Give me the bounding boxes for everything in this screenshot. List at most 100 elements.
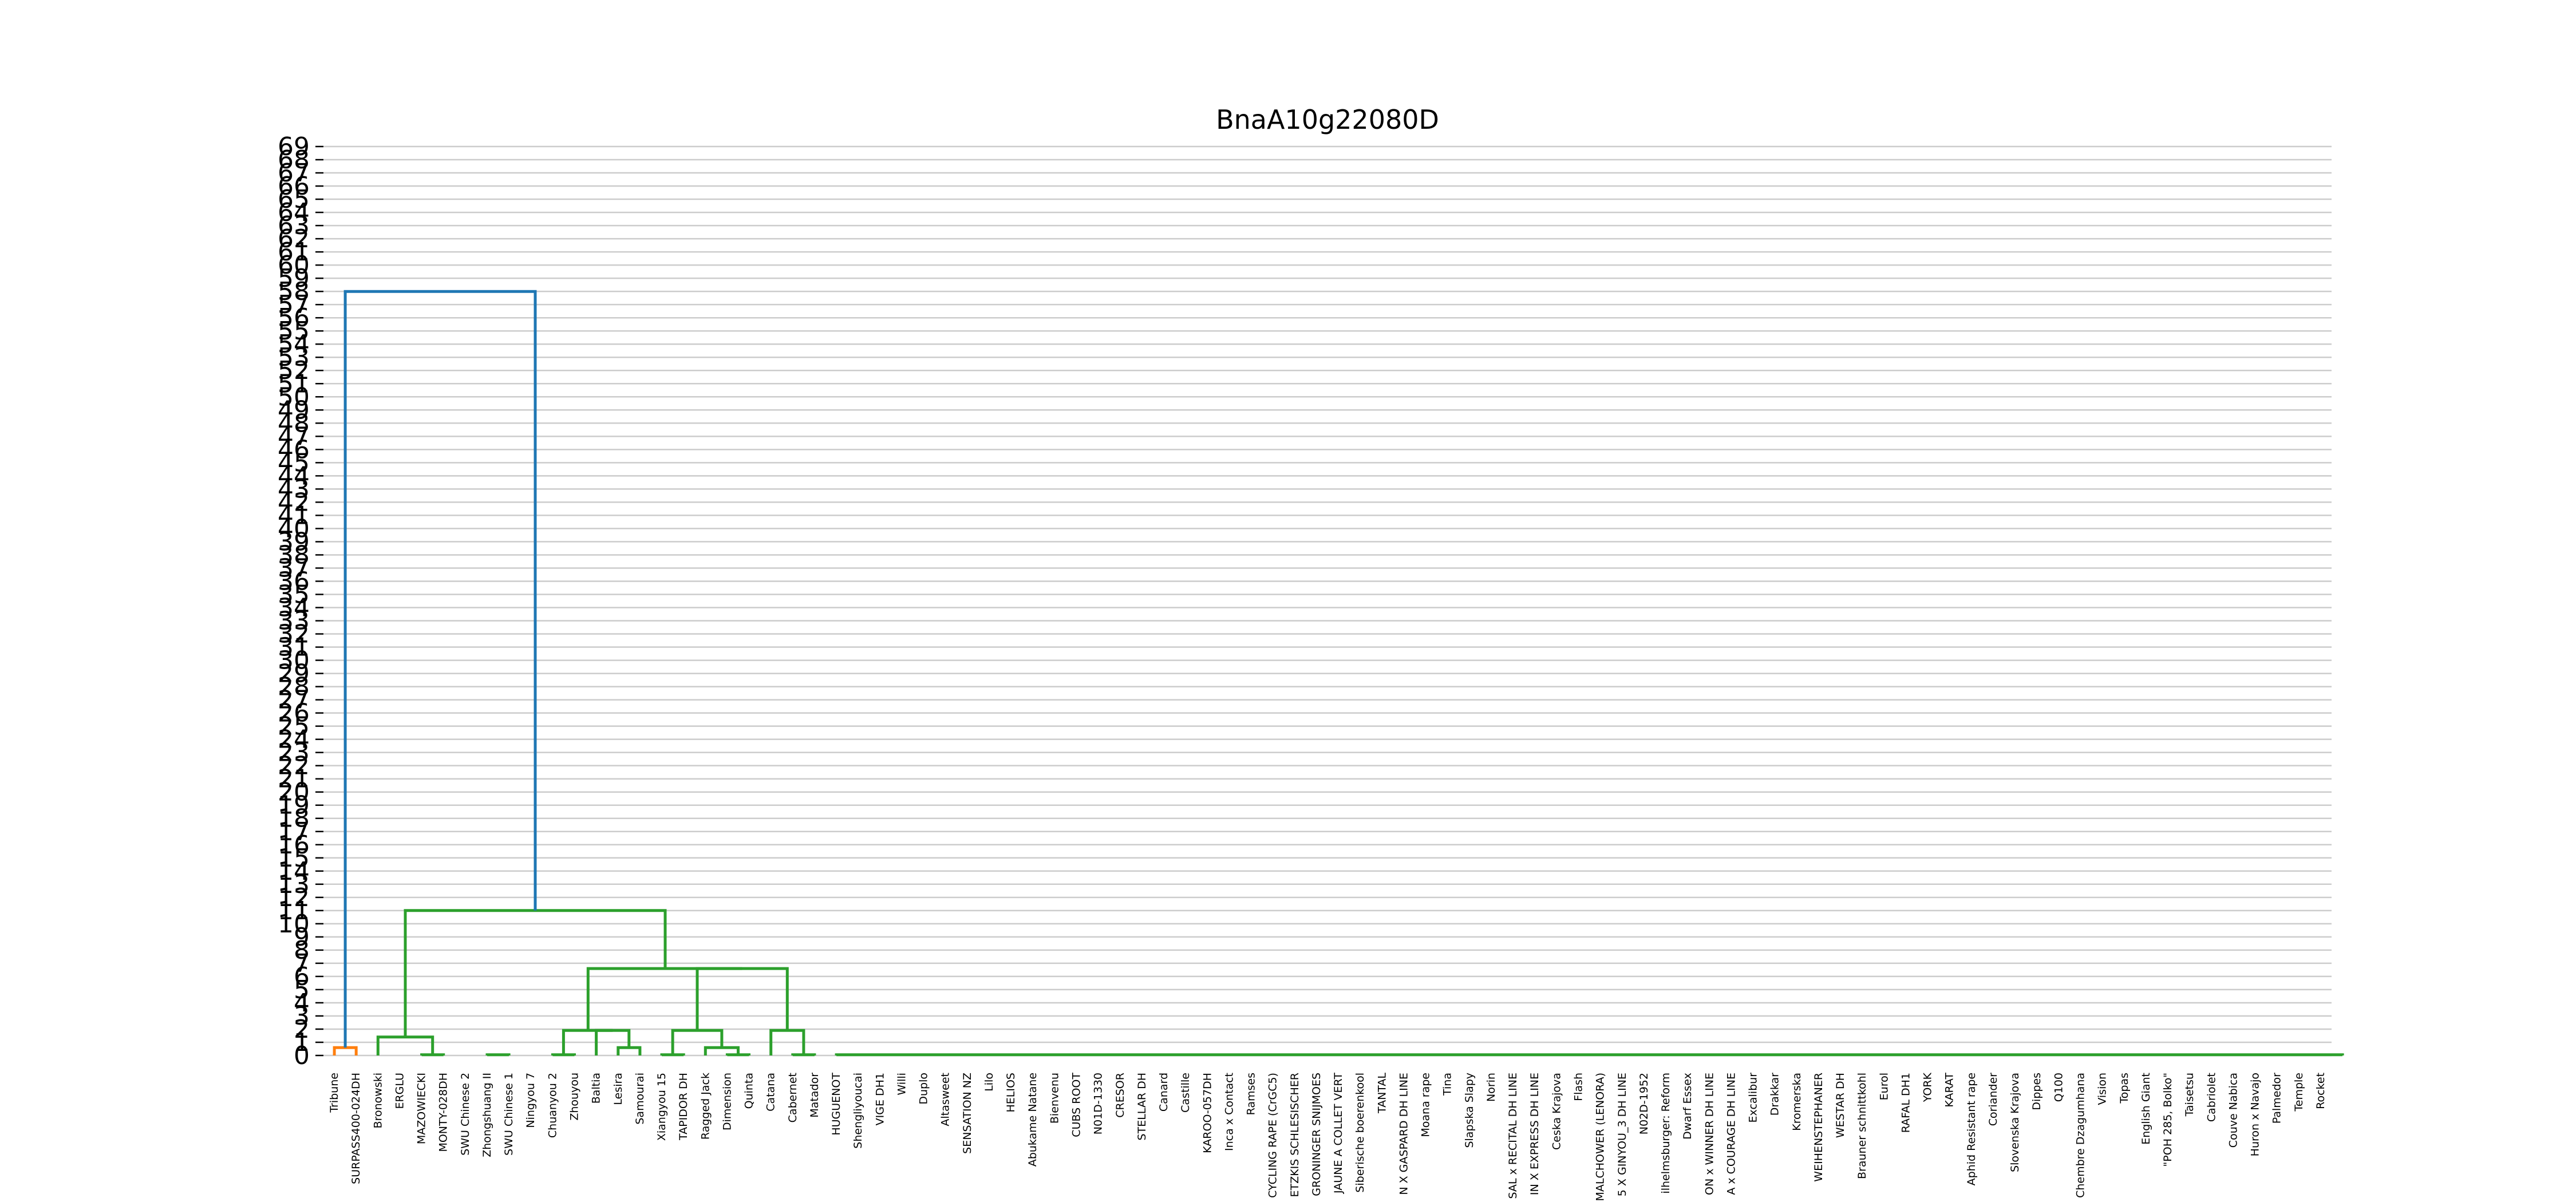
leaf-label: ERGLU <box>394 1073 406 1109</box>
y-tick-label: 49 <box>278 396 310 425</box>
y-tick-label: 60 <box>278 251 310 280</box>
y-tick-label: 51 <box>278 369 310 398</box>
leaf-label: Brauner schnittkohl <box>1856 1073 1868 1179</box>
y-tick-label: 52 <box>278 356 310 385</box>
leaf-label: Topas <box>2118 1073 2131 1104</box>
y-tick-label: 58 <box>278 277 310 306</box>
leaf-label: Chuanyou 2 <box>546 1073 559 1138</box>
y-tick-label: 48 <box>278 409 310 438</box>
leaf-label: Coriander <box>1987 1073 2000 1126</box>
y-tick-label: 37 <box>278 553 310 583</box>
leaf-label: WEIHENSTEPHANER <box>1812 1073 1825 1182</box>
dendrogram-link <box>586 967 742 1031</box>
leaf-label: Inca x Contact <box>1223 1073 1235 1151</box>
y-tick-label: 31 <box>278 633 310 662</box>
leaf-label: Canard <box>1157 1073 1170 1112</box>
y-tick-label: 27 <box>278 686 310 715</box>
leaf-label: ilhelmsburger: Reform <box>1660 1073 1672 1194</box>
y-tick-label: 59 <box>278 264 310 293</box>
dendrogram-link <box>343 290 537 1048</box>
y-tick-label: 7 <box>294 949 310 978</box>
grid-layer <box>323 145 2332 1057</box>
leaf-label: CUBS ROOT <box>1070 1073 1083 1137</box>
y-tick-label: 1 <box>294 1028 310 1057</box>
leaf-label: "POH 285, Bolko" <box>2162 1073 2174 1167</box>
leaf-label: SWU Chinese 2 <box>459 1073 472 1156</box>
y-tick-label: 62 <box>278 224 310 254</box>
y-tick-label: 50 <box>278 382 310 412</box>
leaf-label: Eurol <box>1878 1073 1890 1100</box>
leaf-label: Samourai <box>634 1073 646 1125</box>
y-tick-label: 56 <box>278 303 310 333</box>
y-tick-label: 25 <box>278 712 310 741</box>
leaf-label: N01D-1330 <box>1092 1073 1105 1134</box>
leaf-label: IN X EXPRESS DH LINE <box>1528 1073 1541 1195</box>
y-tick-label: 39 <box>278 527 310 556</box>
leaf-label: TAPIDOR DH <box>677 1073 690 1141</box>
y-tick-label: 6 <box>294 962 310 991</box>
leaf-label: Norin <box>1485 1073 1498 1102</box>
y-tick-label: 66 <box>278 172 310 201</box>
dendrogram-link <box>333 1046 358 1055</box>
leaf-label: GRONINGER SNIJMOES <box>1310 1073 1323 1196</box>
y-tick-label: 22 <box>278 752 310 781</box>
leaf-label: Dwarf Essex <box>1681 1073 1694 1140</box>
leaf-label: Abukame Natane <box>1026 1073 1039 1167</box>
y-tick-label: 40 <box>278 514 310 543</box>
y-tick-label: 20 <box>278 778 310 807</box>
leaf-label: Dippes <box>2030 1073 2043 1110</box>
y-tick-label: 11 <box>278 896 310 926</box>
leaf-label: Temple <box>2293 1073 2305 1112</box>
y-tick-label: 3 <box>294 1002 310 1031</box>
y-tick-label: 63 <box>278 211 310 240</box>
leaf-label: KARAT <box>1943 1073 1956 1108</box>
y-tick-label: 0 <box>294 1041 310 1070</box>
leaf-label: Q100 <box>2052 1073 2065 1102</box>
y-tick-label: 23 <box>278 738 310 768</box>
leaf-label: KAROO-057DH <box>1201 1073 1214 1153</box>
leaf-label: Duplo <box>918 1073 930 1105</box>
x-axis-leaf-labels: Tribune SURPASS400-024DH Bronowski ERGLU MAZ… <box>328 1072 2327 1201</box>
leaf-label: Willi <box>896 1073 908 1095</box>
y-tick-label: 35 <box>278 580 310 609</box>
leaf-label: SURPASS400-024DH <box>350 1073 362 1184</box>
y-tick-label: 17 <box>278 817 310 847</box>
leaf-label: English Giant <box>2140 1073 2152 1145</box>
y-tick-label: 16 <box>278 831 310 860</box>
leaf-label: Siberische boerenkool <box>1354 1073 1366 1193</box>
y-tick-label: 61 <box>278 238 310 267</box>
y-tick-label: 55 <box>278 317 310 346</box>
y-tick-label: 44 <box>278 461 310 491</box>
leaf-label: Chembre Dzagumhana <box>2075 1073 2087 1198</box>
leaf-label: Baltia <box>590 1073 603 1104</box>
dendrogram-link <box>696 967 789 1031</box>
y-tick-label: 5 <box>294 975 310 1005</box>
dendrogram-links <box>333 290 2344 1057</box>
leaf-label: Ceska Krajova <box>1550 1073 1563 1150</box>
y-tick-label: 2 <box>294 1015 310 1044</box>
leaf-label: ON x WINNER DH LINE <box>1703 1073 1716 1195</box>
dendrogram-link <box>376 1035 434 1055</box>
leaf-label: MAZOWIECKI <box>416 1073 428 1144</box>
leaf-label: HELIOS <box>1005 1073 1017 1113</box>
leaf-label: Matador <box>808 1073 821 1118</box>
y-tick-label: 30 <box>278 646 310 675</box>
y-tick-label: 15 <box>278 844 310 873</box>
leaf-label: Rocket <box>2314 1073 2327 1109</box>
leaf-label: Tina <box>1441 1073 1454 1096</box>
y-tick-label: 69 <box>278 132 310 161</box>
y-tick-label: 34 <box>278 594 310 623</box>
y-tick-label: 38 <box>278 540 310 570</box>
y-tick-label: 42 <box>278 488 310 517</box>
y-tick-label: 29 <box>278 659 310 689</box>
leaf-label: 5 X GINYOU_3 DH LINE <box>1616 1073 1629 1196</box>
leaf-label: RAFAL DH1 <box>1900 1073 1913 1133</box>
y-tick-label: 18 <box>278 804 310 833</box>
y-tick-label: 14 <box>278 857 310 886</box>
leaf-label: Ningyou 7 <box>524 1073 537 1128</box>
y-tick-label: 28 <box>278 673 310 702</box>
y-tick-label: 53 <box>278 343 310 372</box>
leaf-label: Castille <box>1179 1073 1192 1113</box>
leaf-label: Huron x Navajo <box>2249 1073 2262 1156</box>
